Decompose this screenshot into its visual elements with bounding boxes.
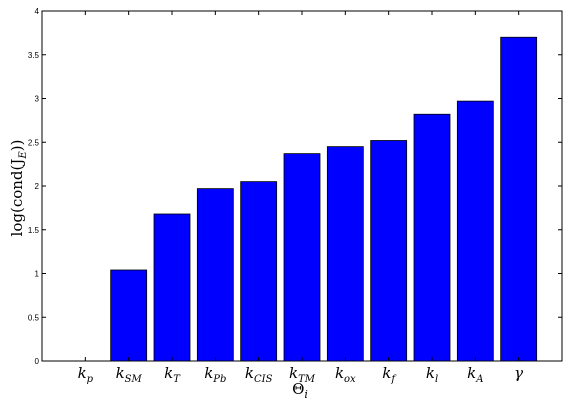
bar [413,113,451,362]
y-axis: 0 0.5 1 1.5 2 2.5 3 3.5 4 [28,7,562,366]
y-tick-label: 0 [35,357,40,366]
bar [283,153,321,362]
bar [326,146,364,362]
x-tick-label: kl [426,364,438,385]
bar [240,181,278,362]
x-tick-label: kTM [289,364,316,385]
bars-group [110,36,538,362]
x-tick-label: kox [335,364,356,385]
bar [110,269,148,362]
y-tick-label: 1 [35,270,40,279]
y-axis-title: log(cond(JE)) [8,140,29,237]
x-tick-label: kf [382,364,397,385]
bar [456,100,494,362]
y-tick-label: 4 [35,7,40,16]
x-tick-label: kPb [204,364,226,385]
bar [370,140,408,362]
x-tick-label: kCIS [245,364,273,385]
x-tick-label: kT [164,364,181,385]
y-tick-label: 3.5 [28,51,40,60]
y-tick-label: 1.5 [28,226,40,235]
x-tick-label: γ [514,364,523,382]
x-tick-label: kA [467,364,483,385]
x-axis-title: Θi [292,380,308,401]
y-tick-label: 0.5 [28,313,40,322]
x-tick-label: kp [78,364,94,385]
bar [500,36,538,362]
bar [196,188,234,362]
x-axis: kp kSM kT kPb kCIS kTM kox kf kl kA γ [78,11,523,385]
y-tick-label: 2.5 [28,138,40,147]
x-tick-label: kSM [116,364,143,385]
y-tick-label: 2 [35,182,40,191]
y-tick-label: 3 [35,95,40,104]
bar [153,213,191,362]
